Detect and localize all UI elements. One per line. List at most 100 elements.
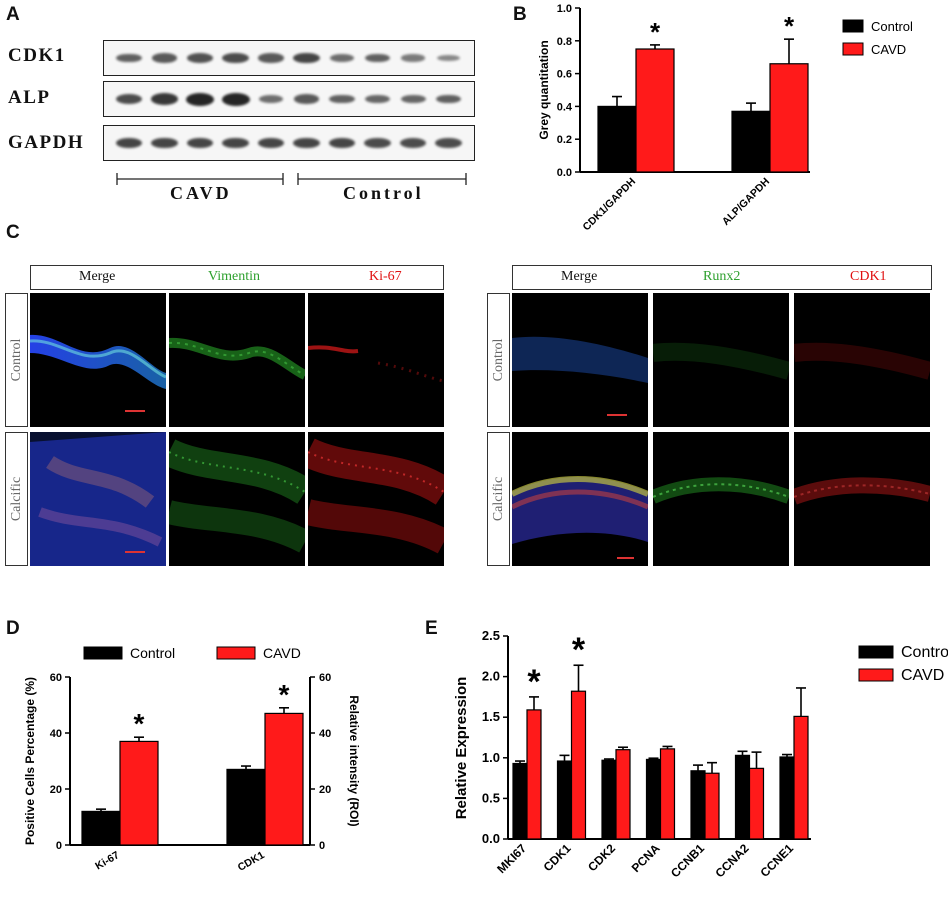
x-category-label: CDK1/GAPDH [581, 176, 639, 234]
blot-band [435, 94, 462, 104]
bar-control [690, 770, 706, 840]
blot-band [258, 94, 284, 104]
bar-cavd [615, 749, 631, 840]
if-tile-calcific-vimentin [169, 432, 305, 566]
bar-cavd [769, 63, 809, 173]
significance-star: * [134, 708, 145, 739]
blot-band [186, 137, 214, 149]
blot-label-cdk1: CDK1 [8, 45, 66, 66]
bar-cavd [570, 690, 587, 840]
bar-cavd [659, 748, 676, 840]
y-tick-label: 60 [50, 672, 62, 684]
if-right-header-cdk1: CDK1 [850, 269, 887, 284]
blot-label-alp: ALP [8, 87, 51, 108]
y-tick-label: 1.0 [482, 750, 500, 765]
blot-band [293, 52, 320, 64]
legend-swatch [858, 668, 894, 682]
blot-group-brackets [116, 173, 467, 185]
if-left-row-control: Control [5, 293, 28, 427]
y-axis-label: Positive Cells Percentage (%) [23, 677, 37, 845]
legend-swatch [842, 42, 864, 56]
panel-label-e: E [425, 618, 438, 639]
y-tick-label: 1.5 [482, 709, 500, 724]
blot-band [150, 93, 179, 105]
y-axis-label: Grey quantitation [537, 40, 551, 139]
y-tick-label-right: 0 [319, 840, 325, 852]
y-tick-label: 2.5 [482, 628, 500, 643]
y-tick-label-right: 40 [319, 728, 331, 740]
bar-control [734, 754, 751, 840]
legend-swatch [842, 19, 864, 33]
if-tile-calcific-merge [30, 432, 166, 566]
bar-cavd [793, 715, 809, 840]
legend-label: CAVD [263, 645, 301, 661]
y-tick-label: 0.4 [557, 101, 573, 113]
blot-band [221, 92, 250, 106]
if-left-row-control-label: Control [8, 338, 24, 382]
bar-control [779, 756, 795, 840]
bar-control [512, 762, 528, 840]
legend-label: Control [130, 645, 175, 661]
if-left-header: Merge Vimentin Ki-67 [30, 265, 444, 290]
blot-band [400, 94, 426, 104]
significance-star: * [279, 679, 290, 710]
y-tick-label: 0.2 [557, 134, 572, 146]
y-axis-label: Relative Expression [453, 677, 470, 820]
legend-label: CAVD [871, 42, 906, 57]
blot-band [329, 94, 355, 104]
y-tick-label-right: 20 [319, 784, 331, 796]
bar-control [597, 105, 637, 173]
bar-control [556, 760, 573, 840]
if-tile-right-control-cdk1 [794, 293, 930, 427]
y-tick-label: 2.0 [482, 669, 500, 684]
x-category-label: Ki-67 [93, 849, 121, 872]
panel-label-b: B [513, 4, 527, 25]
bar-cavd [748, 767, 765, 840]
y-tick-label: 0.0 [557, 167, 572, 179]
if-tile-calcific-ki67 [308, 432, 444, 566]
if-tile-right-calcific-runx2 [653, 432, 789, 566]
blot-band [364, 137, 391, 149]
blot-band [115, 137, 143, 149]
if-tile-control-vimentin [169, 293, 305, 427]
if-tile-right-calcific-cdk1 [794, 432, 930, 566]
x-category-label: CDK1 [541, 841, 574, 874]
y-tick-label: 0 [56, 840, 62, 852]
if-tile-control-ki67 [308, 293, 444, 427]
x-category-label: CDK1 [236, 849, 267, 874]
x-category-label: CCNA2 [712, 841, 751, 880]
x-category-label: CDK2 [585, 841, 618, 874]
legend-label: Control [901, 644, 948, 661]
blot-band [257, 137, 285, 149]
panel-label-a: A [6, 4, 20, 25]
blot-band [222, 52, 249, 64]
significance-star: * [650, 17, 661, 47]
if-left-row-calcific-label: Calcific [8, 476, 24, 522]
blot-band [328, 137, 356, 149]
x-category-label: CCNB1 [668, 841, 707, 880]
blot-band [293, 94, 320, 104]
bar-control [81, 810, 121, 846]
blot-band [116, 53, 142, 63]
bar-cavd [704, 772, 720, 840]
x-category-label: PCNA [629, 841, 663, 875]
blot-band [115, 93, 143, 105]
y-tick-label: 40 [50, 728, 62, 740]
bar-control [731, 110, 771, 173]
significance-star: * [572, 631, 586, 669]
bar-cavd [264, 712, 304, 846]
bar-cavd [635, 48, 675, 173]
bar-cavd [119, 740, 159, 846]
panel-label-d: D [6, 618, 20, 639]
blot-row-alp [103, 81, 475, 117]
chart-e: 0.00.51.01.52.02.5*MKI67*CDK1 CDK2 PCNA CCN… [453, 628, 948, 880]
x-category-label: MKI67 [494, 841, 529, 876]
blot-band [365, 94, 390, 104]
blot-band [151, 137, 178, 149]
y-tick-label: 0.8 [557, 36, 572, 48]
legend-label: Control [871, 19, 913, 34]
y-axis-label-right: Relative intensity (ROI) [347, 695, 361, 826]
legend-swatch [216, 646, 256, 660]
if-right-row-control-label: Control [490, 338, 506, 382]
blot-band [399, 137, 427, 149]
